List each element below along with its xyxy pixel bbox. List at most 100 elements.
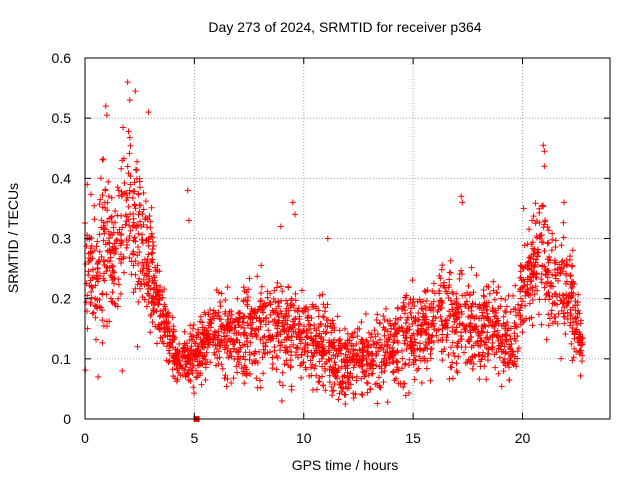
data-point — [468, 304, 475, 311]
data-point — [410, 296, 417, 303]
data-point — [257, 298, 264, 305]
data-point — [367, 334, 374, 341]
data-point — [526, 300, 533, 307]
data-point — [567, 322, 574, 329]
data-point — [263, 302, 270, 309]
data-point — [113, 245, 120, 252]
data-point — [316, 292, 323, 299]
data-point — [513, 363, 520, 370]
data-point — [94, 275, 101, 282]
data-point — [106, 240, 113, 247]
data-point — [318, 373, 325, 380]
data-point — [273, 284, 280, 291]
data-point — [534, 249, 541, 256]
data-point — [187, 359, 194, 366]
data-point — [540, 224, 547, 231]
data-point — [331, 359, 338, 366]
data-point — [246, 356, 253, 363]
data-point — [537, 232, 544, 239]
data-point — [161, 328, 168, 335]
data-point — [541, 284, 548, 291]
data-point — [338, 388, 345, 395]
data-point — [383, 357, 390, 364]
data-point — [217, 299, 224, 306]
data-point — [477, 335, 484, 342]
data-point — [368, 370, 375, 377]
data-point — [257, 290, 264, 297]
data-point — [281, 344, 288, 351]
data-point — [381, 368, 388, 375]
data-point — [170, 326, 177, 333]
data-point — [213, 346, 220, 353]
data-point — [492, 364, 499, 371]
data-point — [139, 240, 146, 247]
data-point — [135, 298, 142, 305]
data-point — [134, 158, 141, 165]
data-point — [166, 332, 173, 339]
data-point — [116, 192, 123, 199]
data-point — [458, 308, 465, 315]
data-point — [300, 308, 307, 315]
data-point — [236, 314, 243, 321]
data-point — [233, 330, 240, 337]
data-point — [501, 356, 508, 363]
data-point — [125, 128, 132, 135]
data-point — [506, 364, 513, 371]
data-point — [197, 349, 204, 356]
data-point — [239, 319, 246, 326]
data-point — [507, 336, 514, 343]
data-point — [527, 278, 534, 285]
data-point — [187, 352, 194, 359]
data-point — [132, 257, 139, 264]
data-point — [221, 310, 228, 317]
data-point — [427, 307, 434, 314]
y-tick-label: 0.1 — [52, 351, 72, 367]
data-point — [166, 350, 173, 357]
data-point — [571, 345, 578, 352]
data-point — [105, 178, 112, 185]
data-point — [350, 390, 357, 397]
data-point — [434, 308, 441, 315]
data-point — [103, 318, 110, 325]
data-point — [100, 322, 107, 329]
y-axis-label: SRMTID / TECUs — [5, 183, 21, 293]
data-point — [420, 298, 427, 305]
data-point — [100, 156, 107, 163]
data-point — [171, 375, 178, 382]
data-point — [179, 372, 186, 379]
data-point — [98, 224, 105, 231]
data-point — [342, 325, 349, 332]
data-point — [292, 297, 299, 304]
data-point — [536, 296, 543, 303]
data-point — [351, 359, 358, 366]
data-point — [513, 324, 520, 331]
data-point — [401, 340, 408, 347]
data-point — [412, 357, 419, 364]
data-point — [124, 241, 131, 248]
data-point — [579, 352, 586, 359]
data-point — [324, 316, 331, 323]
data-point — [230, 345, 237, 352]
data-point — [382, 349, 389, 356]
data-point — [115, 187, 122, 194]
data-point — [170, 333, 177, 340]
data-point — [326, 337, 333, 344]
data-point — [301, 344, 308, 351]
data-point — [135, 278, 142, 285]
data-point — [297, 362, 304, 369]
data-point — [371, 327, 378, 334]
data-point — [570, 319, 577, 326]
data-point — [337, 340, 344, 347]
data-point — [298, 351, 305, 358]
data-point — [273, 333, 280, 340]
data-point — [230, 375, 237, 382]
data-point — [142, 198, 149, 205]
data-point — [373, 317, 380, 324]
data-point — [481, 299, 488, 306]
data-point — [558, 307, 565, 314]
data-point — [561, 263, 568, 269]
data-point — [117, 237, 124, 244]
data-point — [267, 311, 274, 318]
data-point — [89, 310, 96, 317]
data-point — [484, 351, 491, 358]
